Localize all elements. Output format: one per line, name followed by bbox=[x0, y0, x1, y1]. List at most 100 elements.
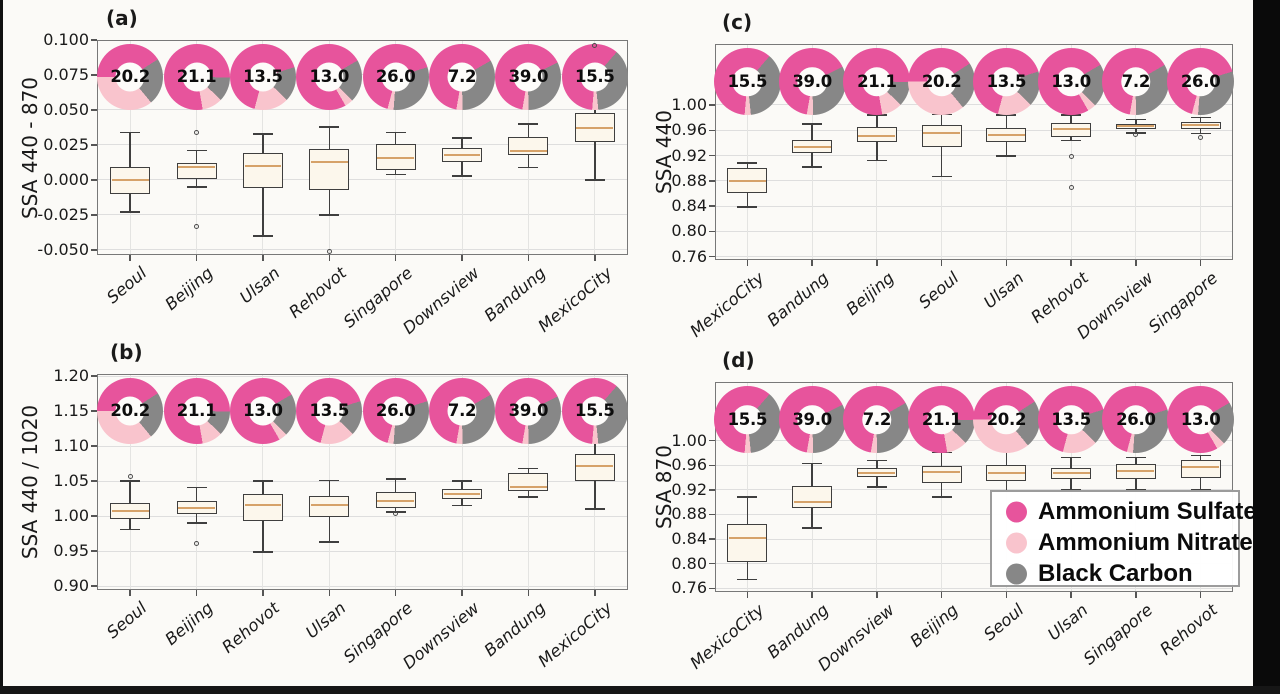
x-tick-mark bbox=[746, 592, 749, 598]
panel-letter-b: (b) bbox=[110, 340, 143, 364]
bottom-edge-bar bbox=[0, 686, 1280, 694]
donut-hole bbox=[314, 62, 344, 92]
whisker-cap-top bbox=[518, 467, 539, 470]
median-line bbox=[576, 127, 614, 130]
median-line bbox=[576, 465, 614, 468]
whisker-cap-bottom bbox=[186, 522, 207, 524]
whisker-cap-top bbox=[319, 479, 340, 482]
whisker-cap-top bbox=[1125, 456, 1146, 459]
donut-chart-mexicocity: 15.5 bbox=[561, 378, 628, 444]
donut-chart-bandung: 39.0 bbox=[778, 48, 846, 115]
whisker-cap-bottom bbox=[1190, 132, 1211, 135]
x-category-label-rehovot: Rehovot bbox=[285, 263, 350, 322]
donut-chart-downsview: 7.2 bbox=[429, 44, 496, 110]
donut-value-label: 20.2 bbox=[921, 71, 962, 91]
whisker-cap-bottom bbox=[866, 486, 887, 488]
whisker-cap-bottom bbox=[996, 155, 1017, 157]
donut-hole bbox=[248, 62, 278, 92]
h-gridline bbox=[97, 515, 628, 517]
whisker-cap-bottom bbox=[319, 214, 340, 216]
donut-value-label: 7.2 bbox=[447, 401, 477, 421]
median-line bbox=[377, 156, 415, 159]
h-gridline bbox=[715, 230, 1233, 232]
donut-chart-beijing: 21.1 bbox=[163, 378, 230, 444]
h-gridline bbox=[97, 375, 628, 377]
whisker-cap-top bbox=[802, 123, 823, 125]
y-tick-mark bbox=[91, 109, 97, 111]
h-gridline bbox=[715, 513, 1233, 515]
h-gridline bbox=[715, 587, 1233, 589]
whisker-cap-top bbox=[452, 137, 473, 139]
donut-value-label: 15.5 bbox=[575, 67, 615, 87]
x-category-label-rehovot: Rehovot bbox=[1156, 600, 1222, 659]
donut-hole bbox=[732, 66, 763, 97]
box-plot-mexicocity bbox=[574, 454, 615, 482]
whisker-cap-bottom bbox=[584, 508, 605, 510]
x-tick-mark bbox=[1199, 260, 1202, 266]
median-line bbox=[443, 153, 481, 156]
donut-chart-seoul: 20.2 bbox=[97, 378, 164, 444]
whisker-cap-bottom bbox=[802, 166, 823, 168]
whisker-cap-top bbox=[252, 133, 273, 135]
whisker-cap-bottom bbox=[518, 166, 539, 169]
y-tick-label: 1.15 bbox=[53, 401, 89, 421]
y-tick-label: -0.050 bbox=[37, 239, 89, 259]
outlier-point bbox=[1068, 153, 1074, 159]
x-tick-mark bbox=[129, 590, 131, 596]
legend-item: Ammonium Sulfate bbox=[992, 496, 1257, 527]
outlier-point bbox=[194, 540, 200, 546]
donut-value-label: 15.5 bbox=[575, 401, 615, 421]
donut-chart-ulsan: 13.5 bbox=[972, 48, 1040, 115]
donut-hole bbox=[862, 404, 892, 435]
y-tick-label: 1.10 bbox=[53, 436, 89, 456]
donut-chart-singapore: 26.0 bbox=[362, 378, 429, 444]
donut-hole bbox=[1056, 66, 1086, 97]
donut-value-label: 39.0 bbox=[508, 67, 549, 87]
y-tick-label: 0.92 bbox=[671, 145, 707, 165]
h-gridline bbox=[715, 129, 1233, 131]
plot-area-c bbox=[715, 44, 1233, 260]
right-edge-bar bbox=[1253, 0, 1280, 694]
x-category-label-mexicocity: MexicoCity bbox=[686, 268, 768, 341]
y-tick-label: 0.90 bbox=[53, 576, 89, 596]
x-category-label-ulsan: Ulsan bbox=[1044, 600, 1092, 645]
whisker-cap-top bbox=[1061, 456, 1082, 459]
median-line bbox=[244, 503, 282, 506]
box-plot-mexicocity bbox=[727, 524, 768, 562]
donut-hole bbox=[1056, 404, 1086, 435]
donut-chart-downsview: 7.2 bbox=[843, 386, 911, 453]
outlier-point bbox=[326, 248, 332, 254]
donut-chart-mexicocity: 15.5 bbox=[713, 386, 781, 453]
whisker-cap-top bbox=[252, 480, 273, 482]
whisker-cap-top bbox=[385, 478, 406, 480]
outlier-point bbox=[194, 129, 200, 135]
x-tick-mark bbox=[876, 592, 878, 598]
whisker-cap-top bbox=[1125, 118, 1146, 121]
legend-item: Black Carbon bbox=[992, 558, 1238, 589]
donut-hole bbox=[115, 396, 145, 426]
donut-hole bbox=[1121, 66, 1151, 97]
y-tick-label: 0.92 bbox=[671, 479, 707, 499]
x-category-label-beijing: Beijing bbox=[161, 263, 218, 314]
donut-value-label: 13.5 bbox=[986, 71, 1027, 91]
whisker-cap-top bbox=[452, 480, 473, 482]
donut-hole bbox=[314, 396, 344, 426]
donut-value-label: 26.0 bbox=[375, 401, 416, 421]
x-tick-mark bbox=[940, 592, 943, 598]
donut-hole bbox=[580, 62, 610, 92]
whisker-cap-bottom bbox=[1125, 489, 1146, 491]
donut-hole bbox=[797, 66, 827, 97]
donut-chart-beijing: 21.1 bbox=[908, 386, 976, 453]
whisker-cap-top bbox=[518, 123, 539, 125]
y-tick-mark bbox=[709, 464, 715, 466]
y-tick-mark bbox=[91, 410, 97, 412]
median-line bbox=[510, 149, 547, 152]
donut-chart-rehovot: 13.0 bbox=[1167, 386, 1235, 453]
y-tick-label: 0.76 bbox=[671, 578, 707, 598]
donut-chart-mexicocity: 15.5 bbox=[561, 44, 628, 110]
donut-chart-seoul: 20.2 bbox=[908, 48, 976, 115]
v-gridline bbox=[1070, 44, 1072, 260]
x-tick-mark bbox=[1135, 592, 1137, 598]
y-tick-mark bbox=[709, 180, 715, 182]
x-tick-mark bbox=[746, 260, 749, 266]
